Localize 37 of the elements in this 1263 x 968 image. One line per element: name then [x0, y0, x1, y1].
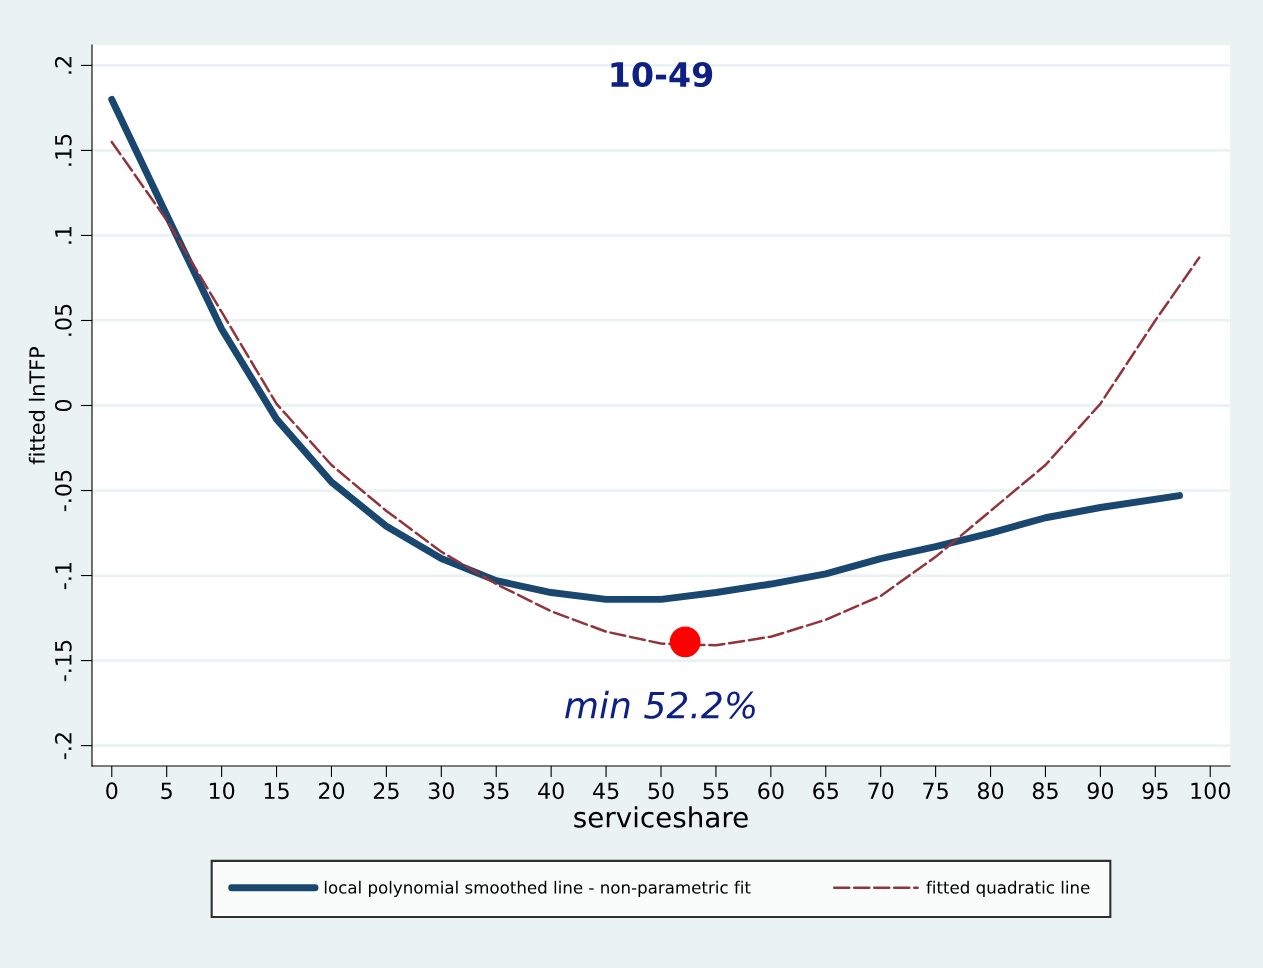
- x-tick-label: 45: [593, 782, 619, 800]
- chart-title: 10-49: [611, 61, 713, 88]
- y-tick-label: .2: [54, 57, 72, 74]
- x-tick-label: 65: [813, 782, 838, 800]
- y-tick-label: 0: [54, 399, 72, 412]
- y-axis-title: fitted lnTFP: [28, 347, 45, 465]
- x-tick-label: 75: [923, 782, 948, 800]
- x-tick-label: 55: [703, 782, 729, 800]
- y-tick-label: .1: [55, 226, 72, 244]
- line-series: [110, 140, 1201, 647]
- x-tick-label: 25: [373, 782, 399, 800]
- x-tick-label: 90: [1087, 782, 1114, 800]
- y-tick-label: .15: [55, 134, 72, 166]
- x-tick-label: 20: [318, 782, 345, 800]
- legend-label: local polynomial smoothed line - non-parametric fit: [324, 880, 751, 897]
- x-tick-label: 95: [1142, 782, 1168, 800]
- x-tick-label: 100: [1191, 782, 1230, 800]
- x-tick-label: 30: [428, 782, 454, 800]
- x-tick-label: 15: [264, 782, 289, 800]
- annotation: min 52.2%: [565, 690, 755, 719]
- x-tick-label: 85: [1032, 782, 1058, 800]
- x-tick-label: 0: [106, 782, 118, 800]
- x-tick-label: 35: [483, 782, 509, 800]
- y-tick-label: -.15: [55, 640, 72, 682]
- x-tick-label: 80: [977, 782, 1004, 800]
- x-tick-label: 50: [648, 782, 674, 800]
- x-tick-label: 5: [161, 782, 172, 800]
- legend-label: fitted quadratic line: [926, 880, 1090, 897]
- y-tick-label: -.1: [55, 562, 72, 590]
- x-tick-label: 70: [868, 782, 894, 800]
- x-axis-title: serviceshare: [574, 806, 748, 828]
- x-tick-label: 60: [758, 782, 784, 800]
- x-tick-label: 40: [538, 782, 564, 800]
- x-tick-label: 10: [209, 782, 235, 800]
- y-tick-label: -.2: [54, 733, 72, 760]
- y-tick-label: -.05: [54, 470, 72, 512]
- y-tick-label: .05: [54, 304, 72, 336]
